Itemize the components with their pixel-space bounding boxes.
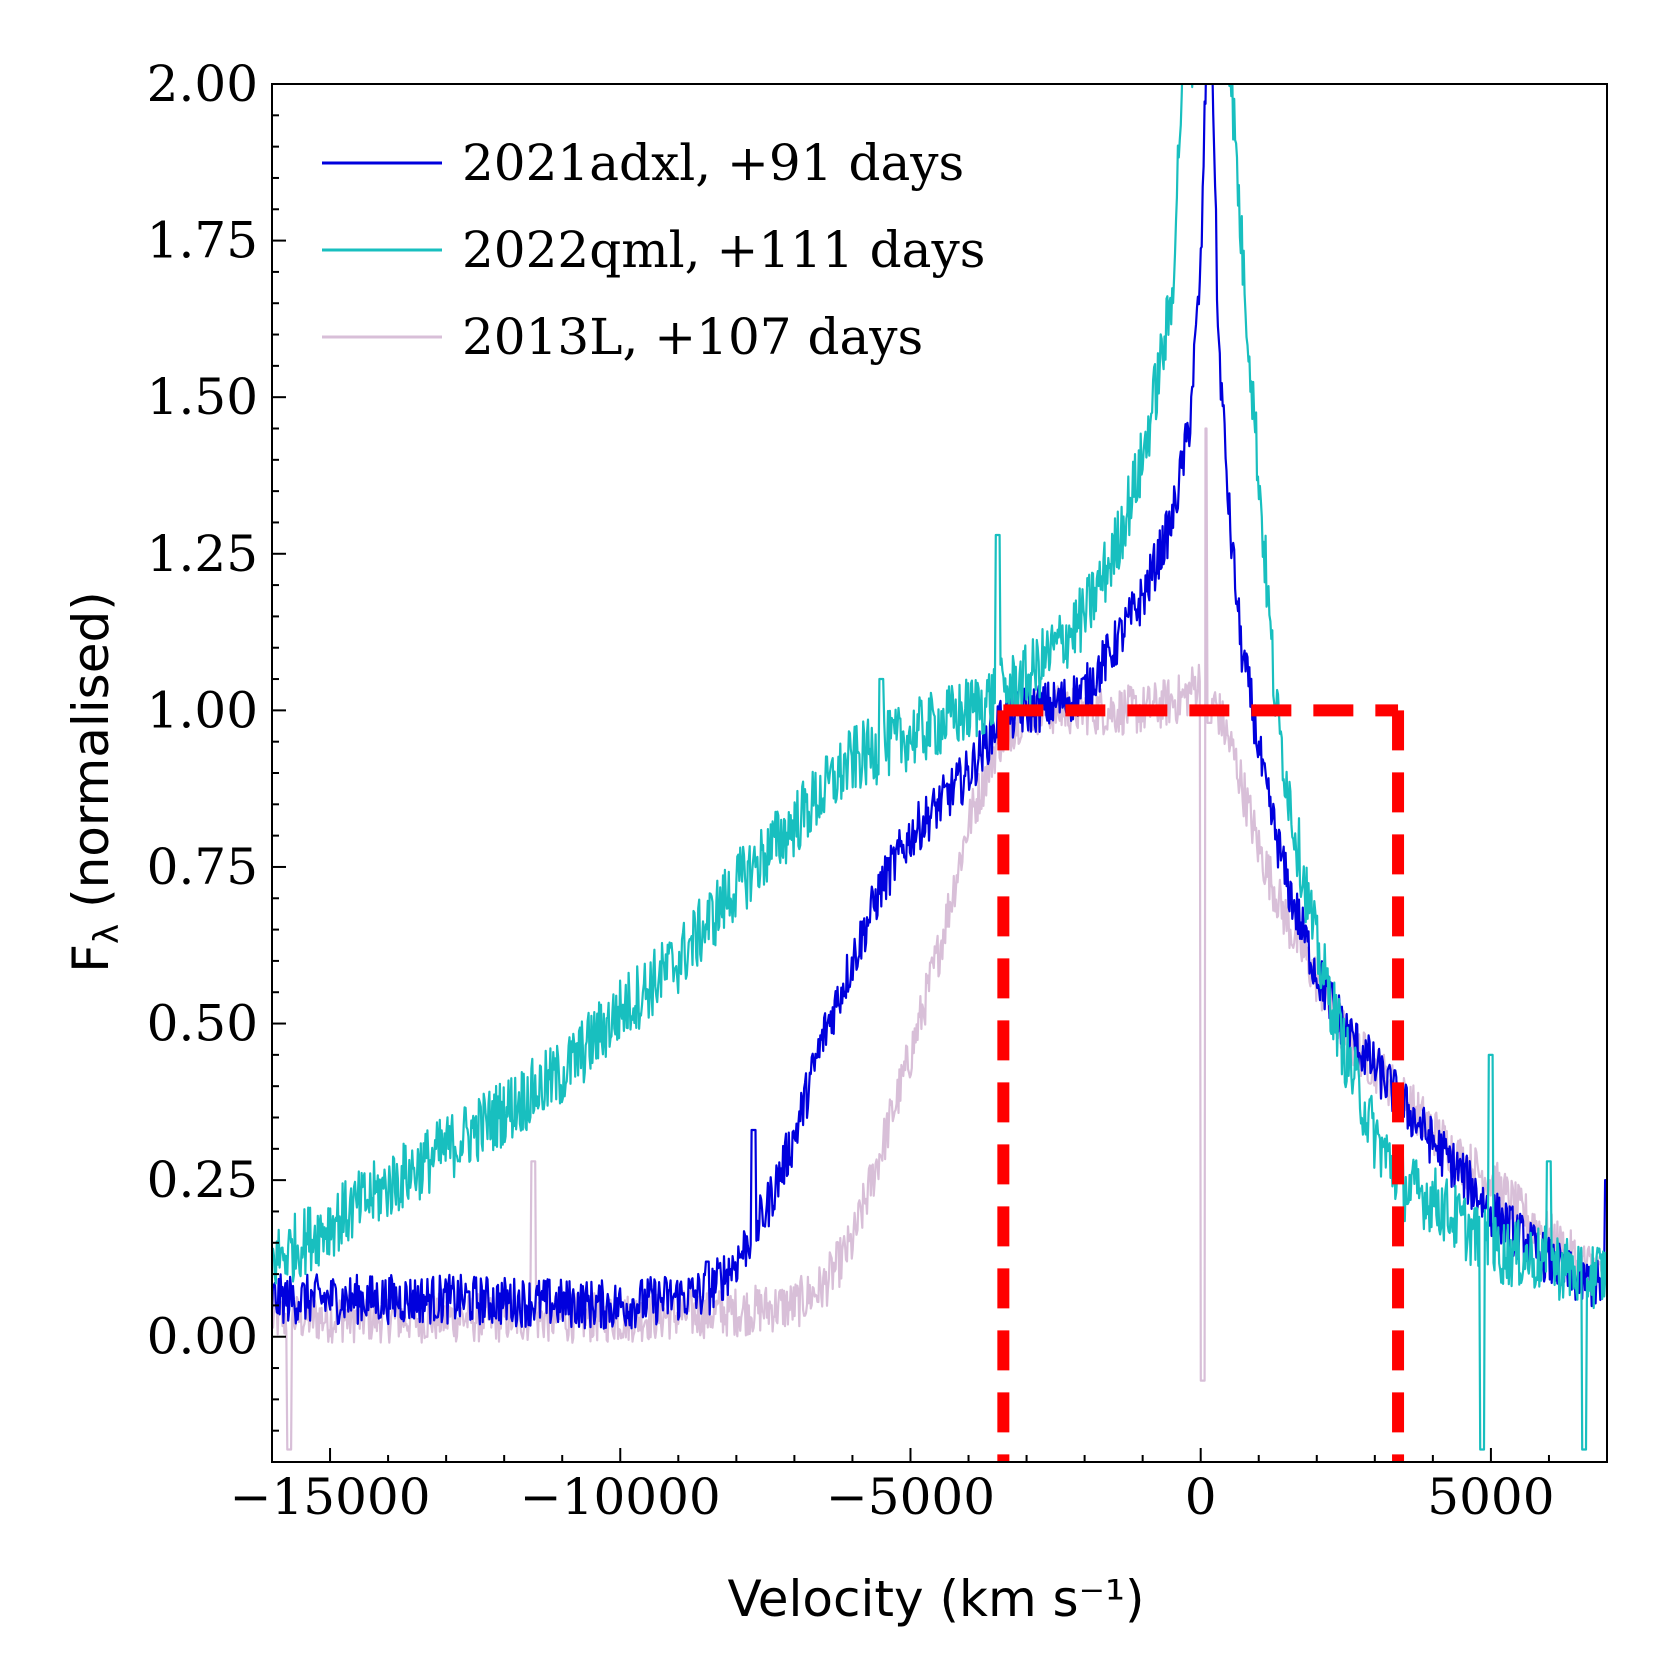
- legend-label: 2022qml, +111 days: [462, 221, 985, 279]
- velocity-box: [997, 704, 1405, 1462]
- y-axis-label-sub: λ: [87, 924, 127, 944]
- x-tick-label: −5000: [826, 1468, 995, 1526]
- y-tick-label: 1.75: [147, 212, 258, 270]
- y-tick-label: 1.25: [147, 525, 258, 583]
- x-tick-label: 5000: [1427, 1468, 1554, 1526]
- series-line-2022qml: [272, 84, 1607, 1451]
- legend-label: 2013L, +107 days: [462, 308, 923, 366]
- y-tick-label: 1.00: [147, 681, 258, 739]
- y-tick-label: 0.25: [147, 1151, 258, 1209]
- y-axis-label: Fλ (normalised): [62, 591, 127, 972]
- y-axis-label-rest: (normalised): [62, 591, 120, 924]
- y-tick-label: 0.50: [147, 995, 258, 1053]
- x-tick-label: 0: [1185, 1468, 1217, 1526]
- plot-frame: [271, 83, 1608, 1463]
- legend-label: 2021adxl, +91 days: [462, 134, 964, 192]
- x-axis-label: Velocity (km s⁻¹): [727, 1570, 1144, 1628]
- spectra-lines: [272, 84, 1607, 1451]
- series-line-2021adxl: [272, 84, 1607, 1330]
- y-tick-label: 1.50: [147, 368, 258, 426]
- y-tick-label: 2.00: [147, 55, 258, 113]
- y-axis: 0.00 0.25 0.50 0.75 1.00 1.25 1.50 1.75 2.00: [147, 55, 286, 1463]
- y-tick-label: 0.75: [147, 838, 258, 896]
- legend: 2021adxl, +91 days 2022qml, +111 days 2013…: [322, 134, 985, 366]
- x-axis: −15000 −10000 −5000 0 5000: [230, 1448, 1608, 1526]
- x-tick-label: −15000: [230, 1468, 431, 1526]
- x-tick-label: −10000: [520, 1468, 721, 1526]
- y-tick-label: 0.00: [147, 1308, 258, 1366]
- y-axis-label-main: F: [62, 944, 120, 973]
